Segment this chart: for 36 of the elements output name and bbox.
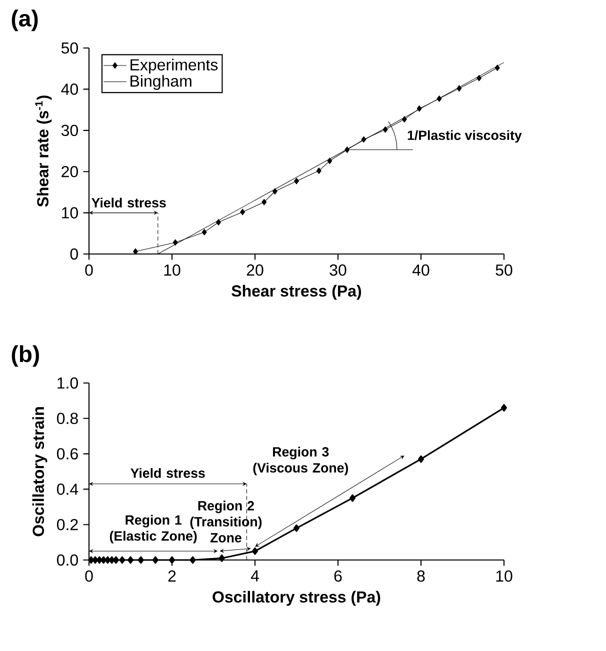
x-axis-title: Shear stress (Pa) [232, 284, 362, 300]
y-tick-label: 0.6 [56, 448, 78, 460]
x-tick-label: 8 [417, 570, 425, 582]
annotation: Region 3 (Viscous Zone) [253, 446, 348, 476]
x-tick-label: 0 [85, 264, 93, 276]
x-tick-label: 50 [496, 264, 512, 276]
y-tick-label: 0.0 [56, 554, 78, 566]
y-tick-label: 40 [61, 84, 78, 95]
x-tick-label: 10 [164, 264, 180, 276]
legend-label: Bingham [130, 74, 192, 90]
y-axis-title: Oscillatory strain [32, 407, 48, 536]
y-tick-label: 0.8 [56, 412, 78, 424]
x-tick-label: 2 [168, 570, 176, 582]
x-tick-label: 20 [246, 264, 264, 276]
annotation: Yield stress [130, 468, 205, 478]
x-tick-label: 6 [334, 570, 342, 582]
y-tick-label: 10 [62, 207, 78, 218]
y-tick-label: 50 [61, 42, 78, 54]
y-tick-label: 0 [70, 248, 78, 260]
x-tick-label: 0 [85, 570, 93, 582]
x-tick-label: 10 [496, 570, 512, 582]
y-tick-label: 0.4 [56, 484, 78, 495]
x-tick-label: 4 [250, 570, 259, 582]
y-tick-label: 0.2 [56, 518, 78, 530]
y-tick-label: 30 [61, 124, 78, 136]
x-tick-label: 40 [412, 264, 430, 276]
annotation: Yield stress [92, 198, 166, 208]
chart-title: (a) [12, 10, 38, 32]
legend-label: Experiments [130, 58, 218, 74]
y-axis-title: Shear rate (s$^{-1}$) [35, 96, 52, 207]
y-tick-label: 20 [62, 166, 78, 178]
y-tick-label: 1.0 [58, 377, 78, 389]
annotation: 1/Plastic viscosity [408, 130, 522, 143]
x-tick-label: 30 [330, 264, 346, 276]
chart-title: (b) [12, 345, 39, 367]
x-axis-title: Oscillatory stress (Pa) [212, 590, 380, 606]
